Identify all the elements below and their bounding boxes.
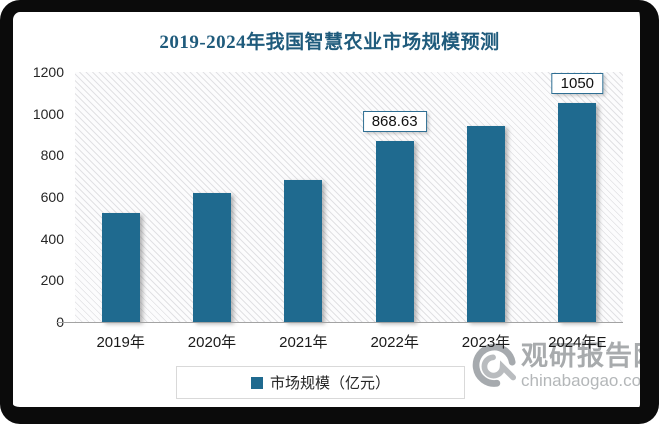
bar [558,103,597,322]
watermark-url: chinabaogao.com [521,371,656,390]
y-axis-tick-label: 1000 [32,105,64,122]
bar [375,141,414,322]
y-axis-tick-label: 800 [40,147,64,164]
data-label: 1050 [551,73,604,95]
x-axis-label: 2023年 [461,334,511,351]
legend-label: 市场规模（亿元） [269,375,390,392]
bar [284,180,323,322]
x-axis-label: 2020年 [187,334,237,351]
y-axis-tick-label: 600 [40,189,64,205]
y-axis-tick-label: 0 [0,313,64,331]
bar [193,192,231,322]
x-axis-line [57,322,623,323]
plot-area: 868.63 1050 [75,72,623,322]
bar [101,212,140,322]
watermark-name: 观研报告网 [521,341,659,371]
data-label: 868.63 [362,111,427,133]
y-axis-tick-label: 400 [40,230,64,247]
y-axis-tick-label: 1200 [32,64,64,80]
x-axis: 2019年 2020年 2021年 2022年 2023年 2024年E [75,333,623,353]
bar [467,126,505,322]
x-axis-label: 2019年 [96,334,145,351]
x-axis-label: 2021年 [279,334,328,351]
x-axis-label: 2022年 [370,334,419,351]
chart-title: 2019-2024年我国智慧农业市场规模预测 [159,32,500,53]
y-axis-tick-label: 200 [40,272,64,289]
watermark-text: 观研报告网 chinabaogao.com [521,341,659,390]
legend-swatch [250,376,263,389]
watermark-logo [472,343,517,387]
watermark: 观研报告网 chinabaogao.com [471,341,659,390]
y-axis: 0 200 400 600 800 1000 1200 [0,64,64,330]
x-axis-label: 2024年E [548,334,607,351]
legend: 市场规模（亿元） [176,366,465,399]
